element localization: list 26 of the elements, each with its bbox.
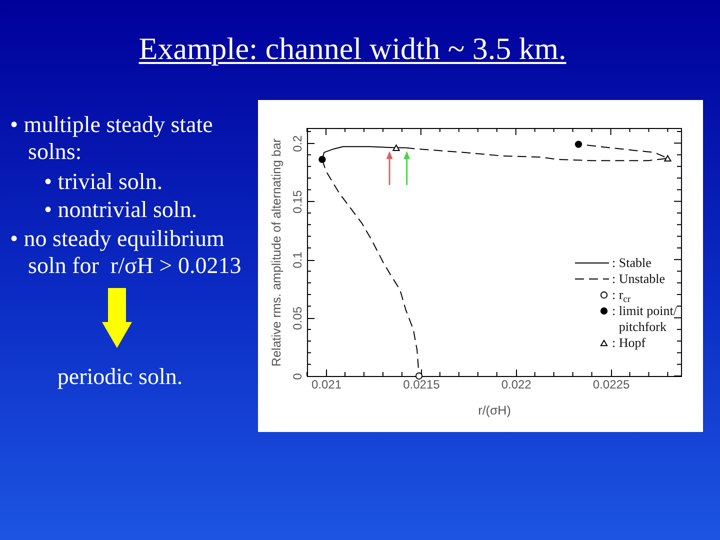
y-tick-label: 0.05 [290,306,304,330]
text: • nontrivial soln. [44,196,198,223]
y-tick-label: 0.15 [290,190,304,214]
point [318,156,326,164]
text: • trivial soln. [44,168,164,195]
text: • multiple steady state solns: [10,111,214,165]
point [392,144,400,151]
y-axis-title: Relative rms. amplitude of alternating bar [270,138,284,366]
legend-label: : Stable [612,255,652,270]
x-tick-label: 0.0225 [592,378,630,392]
text: • no steady equilibrium soln for r/σH > 0.0213 [10,225,242,279]
chart-title: Example: channel width ~ 3.5 km. [138,31,566,66]
x-tick-label: 0.022 [501,378,532,392]
text: periodic soln. [56,363,184,390]
y-tick-label: 0.2 [290,134,304,152]
y-tick-label: 0.1 [290,251,304,268]
legend-label: : Unstable [612,271,666,286]
point [415,372,423,380]
x-axis-title: r/(σH) [478,404,511,418]
legend-label: : Hopf [612,335,646,350]
y-tick-label: 0 [290,372,304,380]
x-tick-label: 0.021 [311,378,342,392]
x-tick-label: 0.0215 [403,378,440,392]
point [574,140,582,148]
point [664,155,672,162]
legend-label: : limit point/ pitchfork [612,303,678,334]
